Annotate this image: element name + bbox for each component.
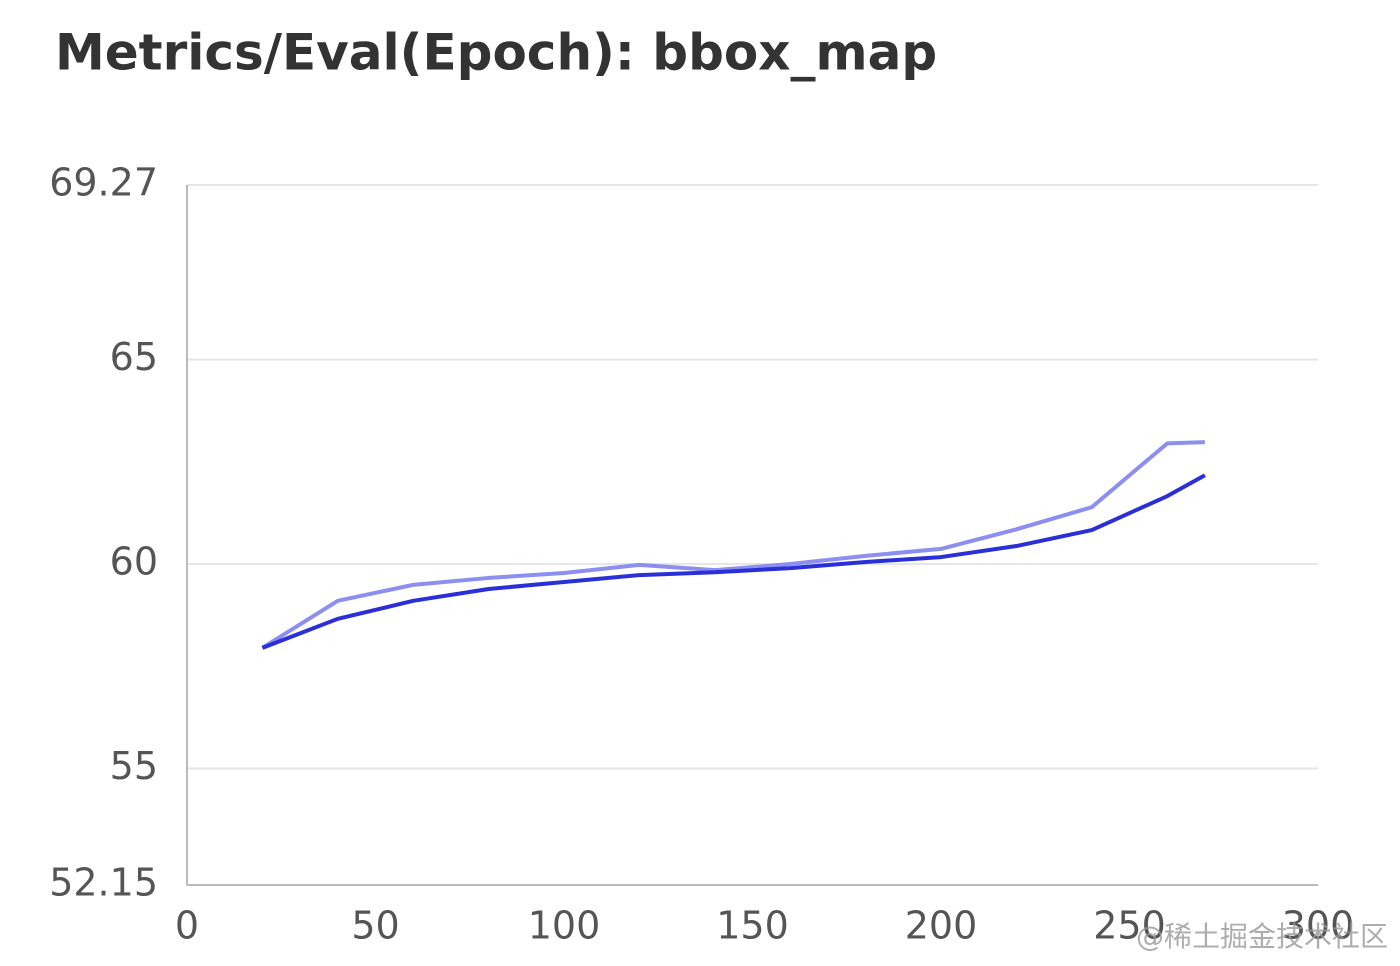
series-line [261, 440, 1205, 650]
y-tick-label: 65 [110, 335, 158, 379]
x-tick-label: 250 [1093, 904, 1166, 948]
x-tick-label: 0 [175, 904, 199, 948]
y-tick-label: 69.27 [49, 161, 158, 205]
series-line [261, 473, 1206, 650]
watermark: @稀土掘金技术社区 [1136, 920, 1388, 953]
x-tick-label: 100 [528, 904, 601, 948]
x-tick-label: 200 [905, 904, 978, 948]
x-tick-label: 50 [351, 904, 399, 948]
chart-title: Metrics/Eval(Epoch): bbox_map [55, 24, 937, 82]
y-tick-label: 52.15 [49, 861, 158, 905]
y-tick-label: 55 [110, 744, 158, 788]
x-tick-label: 300 [1282, 904, 1355, 948]
x-tick-label: 150 [716, 904, 789, 948]
y-tick-label: 60 [110, 540, 158, 584]
